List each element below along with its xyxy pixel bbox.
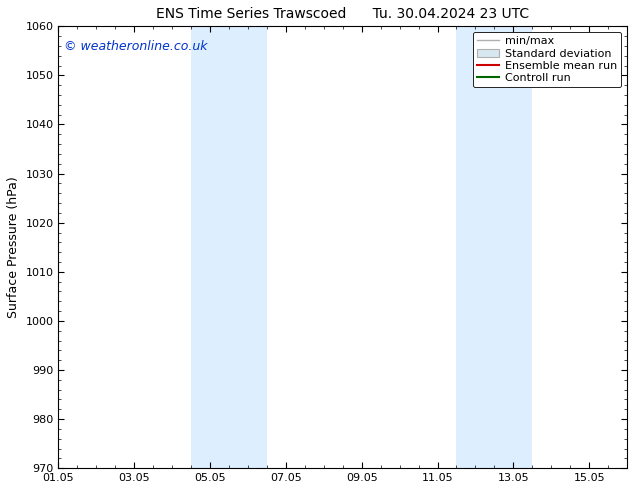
Title: ENS Time Series Trawscoed      Tu. 30.04.2024 23 UTC: ENS Time Series Trawscoed Tu. 30.04.2024… [156,7,529,21]
Y-axis label: Surface Pressure (hPa): Surface Pressure (hPa) [7,176,20,318]
Text: © weatheronline.co.uk: © weatheronline.co.uk [64,40,208,52]
Bar [191,26,267,468]
Bar [456,26,533,468]
Legend: min/max, Standard deviation, Ensemble mean run, Controll run: min/max, Standard deviation, Ensemble me… [472,32,621,87]
